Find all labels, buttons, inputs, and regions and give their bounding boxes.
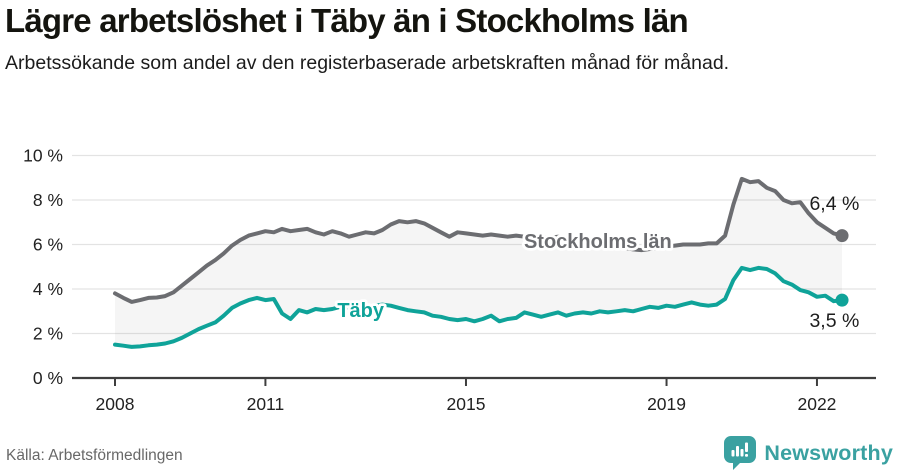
newsworthy-wordmark: Newsworthy — [764, 440, 893, 465]
page-title: Lägre arbetslöshet i Täby än i Stockholm… — [5, 2, 689, 39]
stockholm-end-value-label: 6,4 % — [809, 193, 859, 215]
x-tick-label: 2015 — [447, 394, 486, 414]
y-tick-label: 6 % — [33, 235, 63, 255]
source-note: Källa: Arbetsförmedlingen — [6, 447, 183, 464]
y-tick-label: 10 % — [23, 146, 63, 166]
stockholm-line-series — [113, 176, 844, 304]
x-tick-label: 2011 — [247, 394, 285, 414]
band-between-series — [115, 178, 842, 347]
x-tick-label: 2019 — [647, 394, 686, 414]
y-tick-label: 2 % — [33, 324, 63, 344]
stockholm-end-dot — [835, 229, 849, 243]
taby-end-value-label: 3,5 % — [809, 310, 859, 332]
y-tick-label: 0 % — [33, 368, 63, 388]
y-tick-label: 8 % — [33, 190, 63, 210]
bar-chart-glyph — [731, 442, 749, 457]
taby-line-series — [113, 265, 844, 349]
newsworthy-logo-icon — [724, 436, 757, 470]
newsworthy-logo[interactable]: Newsworthy — [724, 436, 893, 470]
stockholm-series-label: Stockholms län — [524, 231, 672, 253]
chart-subtitle: Arbetssökande som andel av den registerb… — [5, 51, 730, 74]
chart-header: Lägre arbetslöshet i Täby än i Stockholm… — [5, 0, 885, 76]
x-tick-label: 2022 — [797, 394, 836, 414]
y-tick-label: 4 % — [33, 279, 63, 299]
x-tick-label: 2008 — [96, 394, 135, 414]
taby-series-label: Täby — [337, 300, 385, 322]
taby-end-dot — [835, 293, 849, 307]
